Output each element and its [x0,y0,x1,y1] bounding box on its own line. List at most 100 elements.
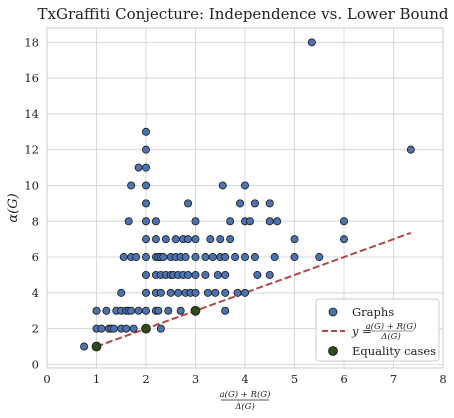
graph-point-110 [290,235,299,244]
graph-point-3 [92,306,101,315]
graph-point-76 [191,217,200,226]
graph-point-99 [240,181,249,190]
graph-point-31 [141,217,150,226]
legend-equality-label: Equality cases [352,344,436,358]
graph-point-95 [236,199,245,208]
y-tick-label-3: 6 [32,250,39,264]
graph-point-81 [208,253,217,262]
x-tick-labels: 0 1 2 3 4 5 6 7 8 [43,372,446,386]
graph-point-58 [171,235,180,244]
legend-graphs-marker [328,307,338,317]
graph-point-75 [191,235,200,244]
legend-line-label-prefix: y = [351,324,372,338]
graph-point-45 [156,324,165,333]
x-tick-label-8: 8 [439,372,446,386]
legend-line-label-denominator: Δ(G) [380,331,401,342]
y-tick-label-5: 10 [24,178,39,192]
graph-point-102 [250,199,259,208]
graph-point-59 [174,288,183,297]
graph-point-51 [161,235,170,244]
graph-point-20 [127,181,136,190]
graph-point-30 [141,235,150,244]
graph-point-46 [156,288,165,297]
x-tick-label-2: 2 [142,372,149,386]
graph-point-32 [141,199,150,208]
graph-point-52 [164,306,173,315]
graph-point-79 [203,288,212,297]
y-tick-label-6: 12 [24,143,39,157]
y-tick-label-1: 2 [32,322,39,336]
chart-title: TxGraffiti Conjecture: Independence vs. … [38,5,449,23]
graph-point-69 [184,199,193,208]
x-tick-label-5: 5 [291,372,298,386]
x-tick-label-6: 6 [340,372,347,386]
graph-point-74 [191,253,200,262]
x-tick-label-7: 7 [390,372,397,386]
y-axis-label: α(G) [6,193,21,222]
legend-box [315,298,440,362]
y-tick-label-9: 18 [24,35,39,49]
y-tick-label-4: 8 [32,214,39,228]
x-tick-label-1: 1 [93,372,100,386]
graph-point-103 [253,270,262,279]
graph-point-41 [151,235,160,244]
graph-point-66 [181,253,190,262]
graph-point-96 [240,288,249,297]
graph-point-4 [97,324,106,333]
graph-point-108 [273,217,282,226]
graph-point-82 [211,288,220,297]
equality-point-2 [190,305,201,316]
graph-point-78 [201,253,210,262]
graph-point-85 [216,235,225,244]
equality-point-1 [141,323,151,334]
graph-point-35 [141,145,150,154]
graph-point-72 [191,288,200,297]
graph-point-106 [265,199,274,208]
graph-point-61 [176,306,185,315]
graph-point-67 [184,270,193,279]
graph-point-88 [221,288,230,297]
legend-graphs-label: Graphs [352,305,394,319]
graph-point-93 [231,253,240,262]
x-tick-label-4: 4 [241,372,248,386]
graph-point-28 [141,270,150,279]
y-tick-label-7: 14 [24,107,39,121]
graph-point-90 [221,253,230,262]
x-tick-label-0: 0 [43,372,50,386]
graph-point-43 [154,306,163,315]
graph-point-114 [339,217,348,226]
graph-point-14 [122,324,131,333]
graph-point-23 [134,306,143,315]
equality-point-0 [91,341,102,352]
graph-point-107 [270,253,279,262]
graph-point-87 [221,306,230,315]
y-tick-label-0: 0 [32,357,39,371]
y-tick-label-2: 4 [32,286,39,300]
graph-point-77 [201,270,210,279]
graph-point-22 [132,253,141,262]
graph-point-34 [141,163,150,172]
graph-points-layer [80,38,415,351]
graph-point-21 [129,324,138,333]
x-tick-label-3: 3 [192,372,199,386]
graph-point-49 [159,253,168,262]
graph-point-94 [233,288,242,297]
legend-equality-marker [328,346,338,356]
graph-point-91 [226,235,235,244]
y-tick-labels: 0 2 4 6 8 10 12 14 16 18 [24,35,39,371]
graph-point-36 [141,127,150,136]
graph-point-100 [245,217,254,226]
graph-point-83 [213,270,222,279]
y-tick-label-8: 16 [24,71,39,85]
legend-line-label-numerator: a(G) + R(G) [366,321,417,332]
legend: Graphs y = a(G) + R(G) Δ(G) Equality cas… [315,298,440,362]
graph-point-89 [221,270,230,279]
graph-point-18 [127,306,136,315]
graph-point-26 [141,306,150,315]
x-axis-label-numerator: a(G) + R(G) [220,389,271,400]
graph-point-92 [226,217,235,226]
graph-point-42 [151,217,160,226]
graph-point-112 [315,253,324,262]
x-axis-label-denominator: Δ(G) [234,401,255,412]
graph-point-13 [119,253,128,262]
